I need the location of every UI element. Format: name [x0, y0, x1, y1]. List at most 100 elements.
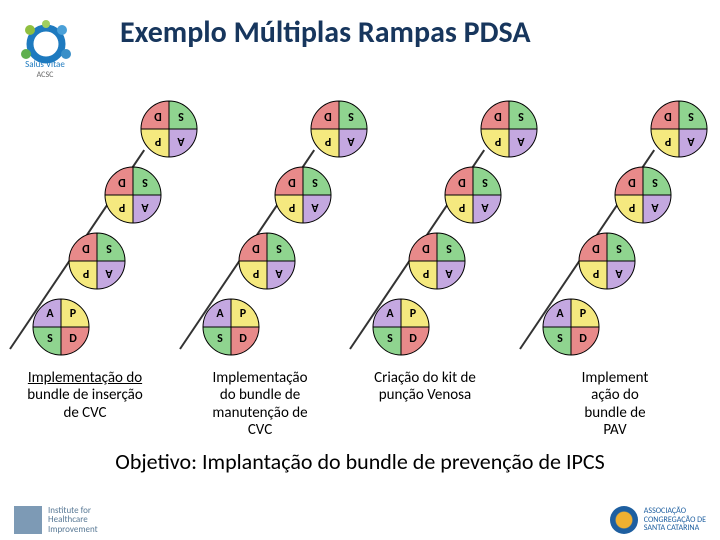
- pdsa-letter: A: [308, 200, 322, 214]
- pdsa-letter: D: [589, 241, 603, 255]
- pdsa-ramp: APSDDSPADSPADSPA: [360, 70, 530, 360]
- pdsa-letter: P: [625, 200, 639, 214]
- ramp-column-label: Implementação dobundle dePAV: [530, 370, 700, 439]
- pdsa-cycle: DSPA: [408, 232, 466, 290]
- pdsa-letter: D: [576, 332, 590, 346]
- ramp-column-label: Implementaçãodo bundle demanutenção deCV…: [175, 370, 345, 439]
- pdsa-letter: D: [455, 175, 469, 189]
- pdsa-letter: P: [589, 266, 603, 280]
- label-line: Implement: [530, 370, 700, 387]
- ramp-column-label: Criação do kit depunção Venosa: [340, 370, 510, 405]
- pdsa-letter: D: [115, 175, 129, 189]
- acsc-logo-emblem: [610, 506, 638, 534]
- pdsa-cycle: DSPA: [238, 232, 296, 290]
- pdsa-letter: D: [236, 332, 250, 346]
- pdsa-letter: A: [383, 307, 397, 321]
- pdsa-letter: D: [419, 241, 433, 255]
- pdsa-letter: A: [138, 200, 152, 214]
- pdsa-ramp: APSDDSPADSPADSPA: [20, 70, 190, 360]
- pdsa-letter: P: [285, 200, 299, 214]
- pdsa-cycle: APSD: [32, 298, 90, 356]
- pdsa-letter: A: [102, 266, 116, 280]
- label-line: manutenção de: [175, 405, 345, 422]
- pdsa-letter: P: [661, 134, 675, 148]
- pdsa-letter: D: [249, 241, 263, 255]
- pdsa-ramp: APSDDSPADSPADSPA: [190, 70, 360, 360]
- pdsa-letter: D: [625, 175, 639, 189]
- label-line: bundle de inserção: [0, 387, 170, 404]
- pdsa-letter: S: [174, 109, 188, 123]
- pdsa-letter: A: [174, 134, 188, 148]
- pdsa-letter: P: [406, 307, 420, 321]
- pdsa-letter: A: [478, 200, 492, 214]
- pdsa-letter: A: [213, 307, 227, 321]
- label-line: ação do: [530, 387, 700, 404]
- pdsa-cycle: DSPA: [650, 100, 708, 158]
- pdsa-letter: S: [648, 175, 662, 189]
- pdsa-letter: P: [249, 266, 263, 280]
- pdsa-letter: A: [272, 266, 286, 280]
- pdsa-letter: S: [102, 241, 116, 255]
- pdsa-letter: S: [553, 332, 567, 346]
- pdsa-ramps-container: APSDDSPADSPADSPAAPSDDSPADSPADSPAAPSDDSPA…: [0, 70, 720, 360]
- pdsa-letter: P: [151, 134, 165, 148]
- ramp-column-label: Implementação dobundle de inserçãode CVC: [0, 370, 170, 422]
- pdsa-letter: A: [344, 134, 358, 148]
- label-line: Implementação do: [0, 370, 170, 387]
- ihi-logo-text: Institute for Healthcare Improvement: [48, 506, 98, 534]
- label-line: Criação do kit de: [340, 370, 510, 387]
- page-title: Exemplo Múltiplas Rampas PDSA: [120, 14, 531, 51]
- pdsa-letter: S: [383, 332, 397, 346]
- salus-label-text: Salus Vitae: [25, 59, 65, 70]
- label-line: punção Venosa: [340, 387, 510, 404]
- pdsa-cycle: DSPA: [274, 166, 332, 224]
- pdsa-cycle: DSPA: [68, 232, 126, 290]
- pdsa-letter: S: [43, 332, 57, 346]
- pdsa-letter: D: [406, 332, 420, 346]
- label-line: bundle de: [530, 405, 700, 422]
- pdsa-letter: A: [553, 307, 567, 321]
- label-line: de CVC: [0, 405, 170, 422]
- pdsa-letter: S: [612, 241, 626, 255]
- label-line: CVC: [175, 422, 345, 439]
- objective-text: Objetivo: Implantação do bundle de preve…: [0, 448, 720, 475]
- label-line: Implementação: [175, 370, 345, 387]
- pdsa-letter: P: [576, 307, 590, 321]
- pdsa-letter: A: [648, 200, 662, 214]
- pdsa-letter: P: [236, 307, 250, 321]
- pdsa-letter: A: [43, 307, 57, 321]
- pdsa-letter: S: [344, 109, 358, 123]
- ihi-line3: Improvement: [48, 524, 98, 535]
- label-line: do bundle de: [175, 387, 345, 404]
- pdsa-cycle: DSPA: [578, 232, 636, 290]
- pdsa-letter: D: [661, 109, 675, 123]
- pdsa-letter: D: [66, 332, 80, 346]
- pdsa-letter: D: [79, 241, 93, 255]
- pdsa-letter: A: [514, 134, 528, 148]
- pdsa-letter: P: [79, 266, 93, 280]
- acsc-logo: ASSOCIAÇÃO CONGREGAÇÃO DE SANTA CATARINA: [610, 506, 706, 534]
- pdsa-letter: P: [115, 200, 129, 214]
- pdsa-cycle: DSPA: [614, 166, 672, 224]
- pdsa-letter: D: [285, 175, 299, 189]
- acsc-line3: SANTA CATARINA: [644, 523, 699, 533]
- pdsa-cycle: APSD: [372, 298, 430, 356]
- pdsa-letter: P: [419, 266, 433, 280]
- pdsa-letter: S: [272, 241, 286, 255]
- pdsa-letter: S: [138, 175, 152, 189]
- pdsa-cycle: DSPA: [104, 166, 162, 224]
- pdsa-letter: S: [478, 175, 492, 189]
- pdsa-letter: A: [612, 266, 626, 280]
- label-line: PAV: [530, 422, 700, 439]
- pdsa-letter: A: [442, 266, 456, 280]
- acsc-logo-text: ASSOCIAÇÃO CONGREGAÇÃO DE SANTA CATARINA: [644, 507, 706, 532]
- ihi-logo: Institute for Healthcare Improvement: [14, 506, 98, 534]
- pdsa-letter: S: [442, 241, 456, 255]
- pdsa-cycle: APSD: [202, 298, 260, 356]
- pdsa-letter: S: [213, 332, 227, 346]
- pdsa-letter: P: [455, 200, 469, 214]
- pdsa-letter: P: [66, 307, 80, 321]
- pdsa-letter: A: [684, 134, 698, 148]
- pdsa-letter: S: [514, 109, 528, 123]
- pdsa-cycle: DSPA: [444, 166, 502, 224]
